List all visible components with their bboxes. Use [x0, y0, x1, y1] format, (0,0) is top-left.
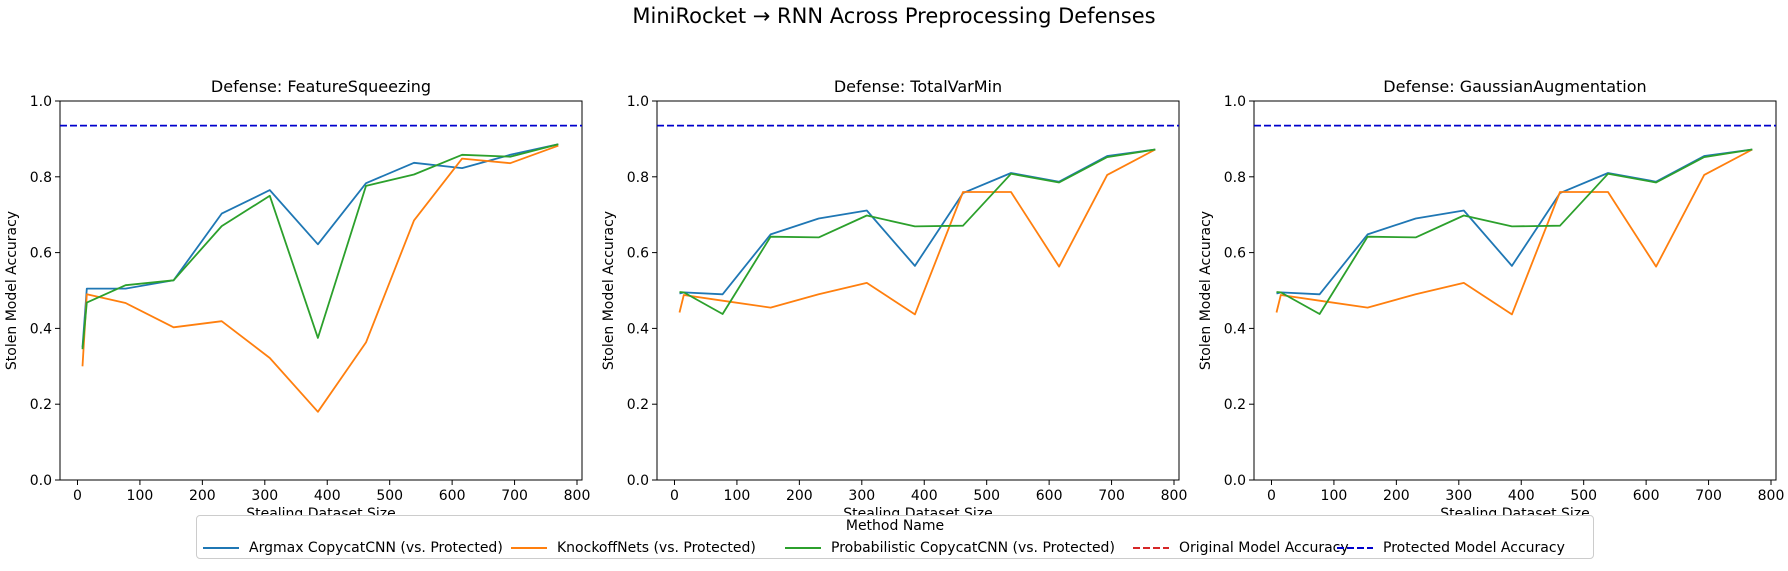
x-tick-label-2-4: 400 — [1508, 488, 1535, 504]
y-tick-label-1-2: 0.4 — [627, 321, 649, 337]
legend-label-probabilistic: Probabilistic CopycatCNN (vs. Protected) — [831, 540, 1115, 556]
y-tick-label-0-5: 1.0 — [30, 94, 52, 110]
y-tick-label-2-2: 0.4 — [1224, 321, 1246, 337]
y-tick-label-0-0: 0.0 — [30, 473, 52, 489]
y-tick-label-1-0: 0.0 — [627, 473, 649, 489]
x-tick-label-1-6: 600 — [1036, 488, 1063, 504]
legend-swatch-protected — [1337, 547, 1373, 549]
legend-swatch-argmax — [203, 547, 239, 549]
x-tick-label-2-3: 300 — [1445, 488, 1472, 504]
axes-frame-1 — [656, 100, 1180, 481]
subplot-title-0: Defense: FeatureSqueezing — [211, 77, 431, 96]
y-tick-label-2-4: 0.8 — [1224, 170, 1246, 186]
legend-swatch-knockoff — [511, 547, 547, 549]
x-tick-label-0-1: 100 — [127, 488, 154, 504]
series-line-1-argmax — [679, 148, 1156, 296]
legend-item-argmax: Argmax CopycatCNN (vs. Protected) — [203, 538, 503, 558]
legend-label-original: Original Model Accuracy — [1179, 540, 1349, 556]
x-tick-label-0-4: 400 — [314, 488, 341, 504]
x-tick-label-1-1: 100 — [724, 488, 751, 504]
x-tick-label-0-5: 500 — [376, 488, 403, 504]
series-line-2-knockoff — [1275, 148, 1753, 316]
legend-item-protected: Protected Model Accuracy — [1337, 538, 1565, 558]
legend-items: Argmax CopycatCNN (vs. Protected) Knocko… — [197, 538, 1593, 558]
x-tick-label-1-2: 200 — [786, 488, 813, 504]
x-tick-label-2-2: 200 — [1383, 488, 1410, 504]
x-tick-label-2-7: 700 — [1695, 488, 1722, 504]
x-tick-label-0-2: 200 — [189, 488, 216, 504]
legend: Method Name Argmax CopycatCNN (vs. Prote… — [196, 515, 1594, 559]
y-tick-label-0-1: 0.2 — [30, 397, 52, 413]
x-tick-label-2-8: 800 — [1758, 488, 1785, 504]
y-tick-label-1-4: 0.8 — [627, 170, 649, 186]
y-axis-label-1: Stolen Model Accuracy — [601, 211, 617, 370]
x-tick-label-0-8: 800 — [564, 488, 591, 504]
legend-item-original: Original Model Accuracy — [1133, 538, 1349, 558]
x-tick-label-1-3: 300 — [848, 488, 875, 504]
x-tick-label-0-0: 0 — [73, 488, 82, 504]
legend-label-protected: Protected Model Accuracy — [1383, 540, 1565, 556]
legend-title: Method Name — [845, 518, 945, 534]
y-tick-label-0-4: 0.8 — [30, 170, 52, 186]
axes-frame-0 — [59, 100, 583, 481]
series-line-0-probabilistic — [81, 143, 559, 350]
y-tick-label-2-1: 0.2 — [1224, 397, 1246, 413]
x-tick-label-1-7: 700 — [1098, 488, 1125, 504]
y-tick-label-2-5: 1.0 — [1224, 94, 1246, 110]
y-tick-label-1-5: 1.0 — [627, 94, 649, 110]
y-tick-label-1-1: 0.2 — [627, 397, 649, 413]
y-axis-label-2: Stolen Model Accuracy — [1198, 211, 1214, 370]
legend-item-probabilistic: Probabilistic CopycatCNN (vs. Protected) — [785, 538, 1115, 558]
x-tick-label-1-8: 800 — [1161, 488, 1188, 504]
x-tick-label-0-7: 700 — [501, 488, 528, 504]
x-tick-label-2-6: 600 — [1633, 488, 1660, 504]
series-line-2-argmax — [1276, 148, 1753, 296]
legend-swatch-original — [1133, 547, 1169, 549]
y-tick-label-0-2: 0.4 — [30, 321, 52, 337]
x-tick-label-2-0: 0 — [1267, 488, 1276, 504]
y-tick-label-2-3: 0.6 — [1224, 246, 1246, 262]
x-tick-label-2-5: 500 — [1570, 488, 1597, 504]
series-line-0-knockoff — [81, 144, 559, 413]
x-tick-label-1-0: 0 — [670, 488, 679, 504]
x-tick-label-1-4: 400 — [911, 488, 938, 504]
subplot-title-2: Defense: GaussianAugmentation — [1383, 77, 1646, 96]
series-line-1-probabilistic — [679, 148, 1156, 315]
legend-swatch-probabilistic — [785, 547, 821, 549]
subplot-title-1: Defense: TotalVarMin — [834, 77, 1002, 96]
x-tick-label-2-1: 100 — [1321, 488, 1348, 504]
y-tick-label-0-3: 0.6 — [30, 246, 52, 262]
series-line-2-probabilistic — [1276, 148, 1753, 315]
y-axis-label-0: Stolen Model Accuracy — [4, 211, 20, 370]
axes-frame-2 — [1253, 100, 1777, 481]
y-tick-label-2-0: 0.0 — [1224, 473, 1246, 489]
legend-item-knockoff: KnockoffNets (vs. Protected) — [511, 538, 756, 558]
series-line-1-knockoff — [678, 148, 1156, 316]
figure-title: MiniRocket → RNN Across Preprocessing De… — [632, 4, 1156, 28]
x-tick-label-1-5: 500 — [973, 488, 1000, 504]
legend-label-argmax: Argmax CopycatCNN (vs. Protected) — [249, 540, 503, 556]
x-tick-label-0-3: 300 — [251, 488, 278, 504]
y-tick-label-1-3: 0.6 — [627, 246, 649, 262]
legend-label-knockoff: KnockoffNets (vs. Protected) — [557, 540, 756, 556]
x-tick-label-0-6: 600 — [439, 488, 466, 504]
